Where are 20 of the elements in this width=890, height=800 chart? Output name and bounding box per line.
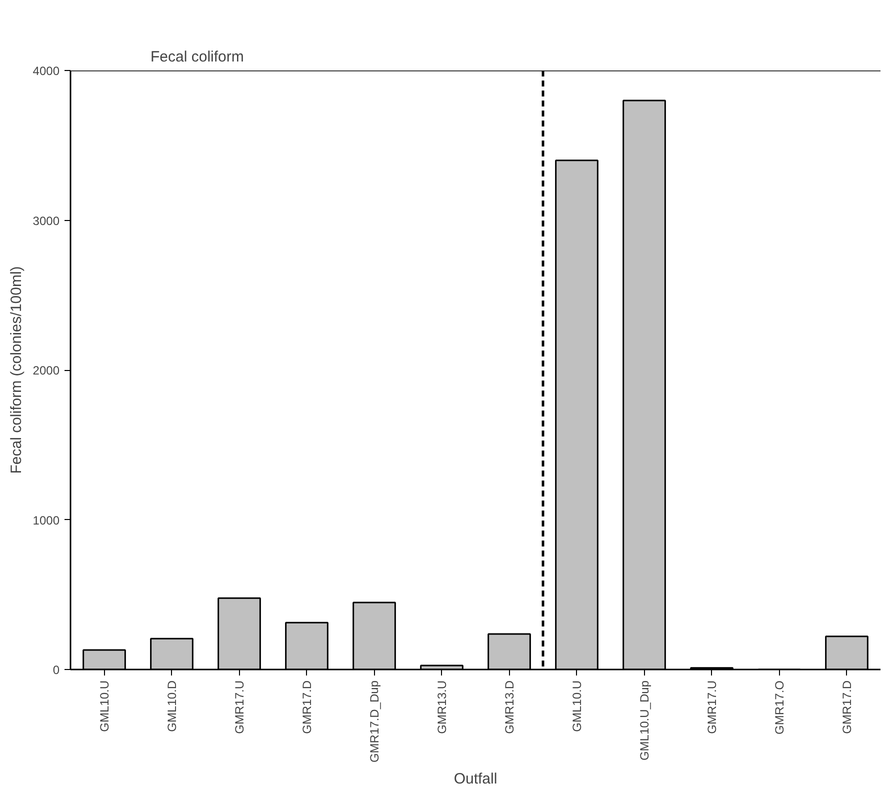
x-tick-label: GMR17.O bbox=[772, 680, 786, 735]
y-axis-title: Fecal coliform (colonies/100ml) bbox=[8, 266, 25, 474]
y-tick-label: 3000 bbox=[32, 214, 60, 228]
x-tick-label: GML10.U bbox=[570, 680, 584, 732]
x-tick-label: GML10.U bbox=[97, 680, 112, 732]
x-tick-label: GML10.D bbox=[164, 680, 179, 732]
y-tick-label: 2000 bbox=[32, 364, 60, 378]
x-tick-label: GMR17.D_Dup bbox=[367, 680, 382, 763]
x-tick-label: GMR13.U bbox=[434, 680, 449, 734]
x-axis-title: Outfall bbox=[454, 770, 498, 788]
x-tick-label: GMR17.U bbox=[232, 680, 246, 734]
x-tick-label: GML10.U_Dup bbox=[637, 680, 652, 761]
x-tick-label: GMR17.D bbox=[840, 680, 854, 734]
chart-title: Fecal coliform bbox=[150, 48, 244, 66]
x-tick-label: GMR13.D bbox=[502, 680, 516, 734]
y-tick-label: 4000 bbox=[32, 64, 60, 78]
y-tick-label: 0 bbox=[52, 663, 60, 677]
y-tick-label: 1000 bbox=[32, 513, 60, 528]
x-tick-label: GMR17.D bbox=[300, 680, 314, 734]
x-tick-label: GMR17.U bbox=[704, 680, 719, 734]
